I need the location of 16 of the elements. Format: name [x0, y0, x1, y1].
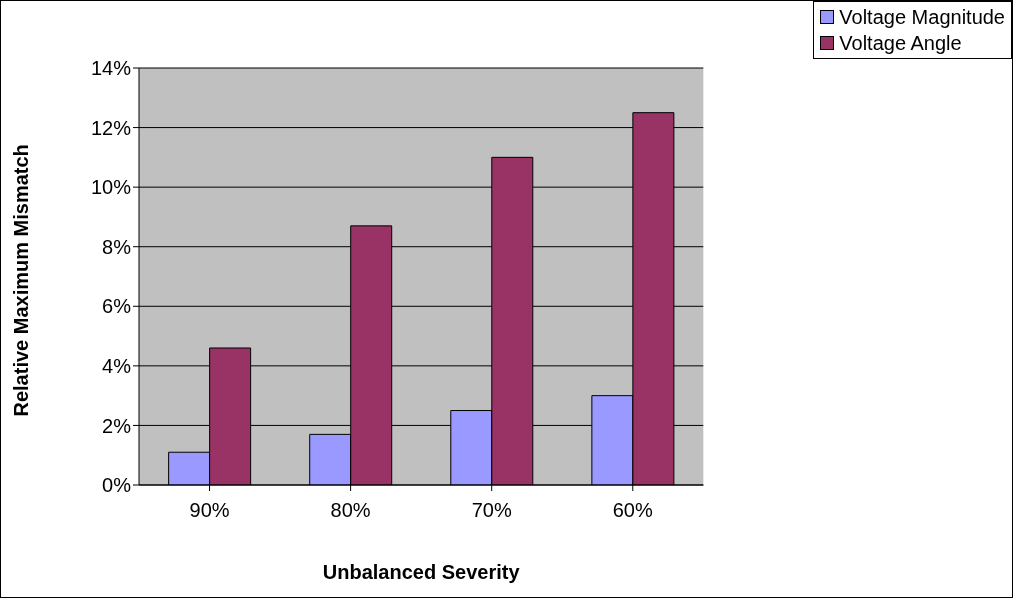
x-axis-title: Unbalanced Severity: [322, 561, 521, 583]
y-tick-label: 12%: [90, 116, 132, 139]
y-tick-label: 10%: [90, 176, 132, 199]
legend-label: Voltage Magnitude: [839, 5, 1005, 30]
y-tick-label: 0%: [102, 474, 132, 497]
y-tick-label: 8%: [102, 235, 132, 258]
x-tick-label: 60%: [612, 499, 653, 522]
y-tick-label: 14%: [90, 57, 132, 80]
x-tick-label: 70%: [471, 499, 512, 522]
y-tick-label: 6%: [102, 295, 132, 318]
y-tick-label: 2%: [102, 414, 132, 437]
y-tick-label: 4%: [102, 354, 132, 377]
legend-label: Voltage Angle: [839, 31, 962, 56]
x-tick-label: 90%: [189, 499, 230, 522]
x-tick-label: 80%: [330, 499, 371, 522]
y-axis-title: Relative Maximum Mismatch: [10, 144, 33, 417]
